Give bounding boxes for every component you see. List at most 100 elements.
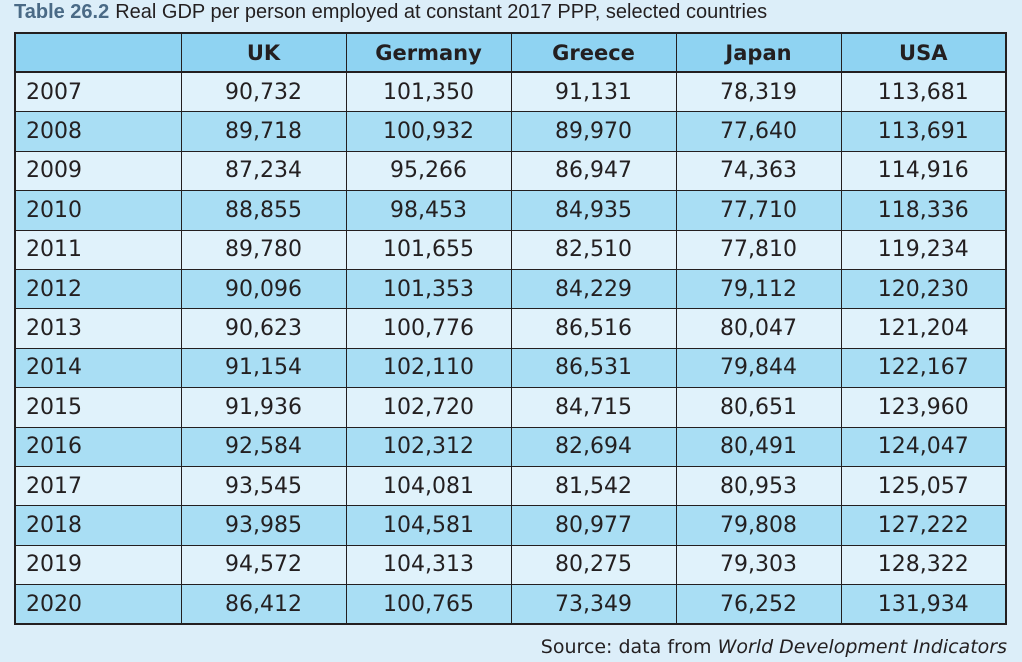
header-cell-year — [14, 33, 182, 73]
year-cell: 2011 — [14, 230, 182, 270]
table-row: 2016 92,584 102,312 82,694 80,491 124,047 — [14, 427, 1007, 467]
value-cell-japan: 79,303 — [675, 545, 842, 586]
value-cell-usa: 123,960 — [840, 387, 1007, 428]
value-cell-uk: 89,718 — [180, 111, 347, 152]
value-cell-japan: 79,844 — [675, 348, 842, 389]
value-cell-germany: 101,353 — [345, 269, 512, 310]
value-cell-uk: 93,545 — [180, 466, 347, 507]
value-cell-usa: 113,681 — [840, 72, 1007, 113]
value-cell-usa: 120,230 — [840, 269, 1007, 310]
table-row: 2011 89,780 101,655 82,510 77,810 119,234 — [14, 230, 1007, 270]
value-cell-greece: 80,275 — [510, 545, 677, 586]
table-row: 2012 90,096 101,353 84,229 79,112 120,230 — [14, 269, 1007, 310]
year-cell: 2019 — [14, 545, 182, 586]
value-cell-uk: 93,985 — [180, 505, 347, 546]
year-cell: 2013 — [14, 308, 182, 349]
value-cell-greece: 86,531 — [510, 348, 677, 389]
year-cell: 2012 — [14, 269, 182, 310]
year-cell: 2010 — [14, 190, 182, 231]
value-cell-greece: 84,715 — [510, 387, 677, 428]
value-cell-germany: 104,081 — [345, 466, 512, 507]
value-cell-usa: 125,057 — [840, 466, 1007, 507]
value-cell-usa: 128,322 — [840, 545, 1007, 586]
year-cell: 2015 — [14, 387, 182, 428]
value-cell-greece: 84,229 — [510, 269, 677, 310]
year-cell: 2020 — [14, 584, 182, 625]
value-cell-germany: 95,266 — [345, 151, 512, 192]
value-cell-usa: 121,204 — [840, 308, 1007, 349]
value-cell-japan: 77,640 — [675, 111, 842, 152]
value-cell-uk: 91,154 — [180, 348, 347, 389]
value-cell-germany: 100,932 — [345, 111, 512, 152]
year-cell: 2017 — [14, 466, 182, 507]
value-cell-germany: 101,350 — [345, 72, 512, 113]
table-row: 2014 91,154 102,110 86,531 79,844 122,167 — [14, 348, 1007, 389]
year-cell: 2014 — [14, 348, 182, 389]
value-cell-uk: 86,412 — [180, 584, 347, 625]
source-name: World Development Indicators — [717, 636, 1007, 658]
header-row: UK Germany Greece Japan USA — [14, 33, 1007, 73]
table-row: 2007 90,732 101,350 91,131 78,319 113,681 — [14, 72, 1007, 113]
value-cell-uk: 89,780 — [180, 230, 347, 270]
value-cell-japan: 80,953 — [675, 466, 842, 507]
value-cell-greece: 81,542 — [510, 466, 677, 507]
value-cell-germany: 100,765 — [345, 584, 512, 625]
value-cell-uk: 90,623 — [180, 308, 347, 349]
source-note: Source: data from World Development Indi… — [541, 634, 1007, 660]
value-cell-usa: 114,916 — [840, 151, 1007, 192]
table-row: 2013 90,623 100,776 86,516 80,047 121,204 — [14, 308, 1007, 349]
value-cell-germany: 100,776 — [345, 308, 512, 349]
value-cell-japan: 80,651 — [675, 387, 842, 428]
value-cell-uk: 91,936 — [180, 387, 347, 428]
value-cell-greece: 84,935 — [510, 190, 677, 231]
value-cell-usa: 119,234 — [840, 230, 1007, 270]
value-cell-japan: 78,319 — [675, 72, 842, 113]
value-cell-germany: 102,312 — [345, 427, 512, 467]
value-cell-uk: 88,855 — [180, 190, 347, 231]
table-row: 2008 89,718 100,932 89,970 77,640 113,691 — [14, 111, 1007, 152]
table-row: 2020 86,412 100,765 73,349 76,252 131,934 — [14, 584, 1007, 625]
header-cell-uk: UK — [180, 33, 347, 73]
source-prefix: Source: data from — [540, 636, 718, 658]
value-cell-usa: 131,934 — [840, 584, 1007, 625]
value-cell-greece: 73,349 — [510, 584, 677, 625]
year-cell: 2018 — [14, 505, 182, 546]
table-row: 2018 93,985 104,581 80,977 79,808 127,222 — [14, 505, 1007, 546]
value-cell-uk: 94,572 — [180, 545, 347, 586]
header-cell-greece: Greece — [510, 33, 677, 73]
value-cell-germany: 101,655 — [345, 230, 512, 270]
value-cell-germany: 102,110 — [345, 348, 512, 389]
header-cell-usa: USA — [840, 33, 1007, 73]
table-title: Real GDP per person employed at constant… — [115, 1, 768, 23]
value-cell-uk: 87,234 — [180, 151, 347, 192]
value-cell-japan: 80,047 — [675, 308, 842, 349]
value-cell-japan: 77,710 — [675, 190, 842, 231]
table-number: Table 26.2 — [14, 1, 110, 23]
value-cell-germany: 104,313 — [345, 545, 512, 586]
year-cell: 2016 — [14, 427, 182, 467]
value-cell-uk: 92,584 — [180, 427, 347, 467]
header-cell-germany: Germany — [345, 33, 512, 73]
value-cell-usa: 113,691 — [840, 111, 1007, 152]
table-caption: Table 26.2 Real GDP per person employed a… — [14, 0, 767, 26]
value-cell-japan: 79,808 — [675, 505, 842, 546]
table-row: 2009 87,234 95,266 86,947 74,363 114,916 — [14, 151, 1007, 192]
table-row: 2015 91,936 102,720 84,715 80,651 123,960 — [14, 387, 1007, 428]
value-cell-greece: 82,694 — [510, 427, 677, 467]
value-cell-greece: 86,947 — [510, 151, 677, 192]
value-cell-japan: 74,363 — [675, 151, 842, 192]
value-cell-greece: 80,977 — [510, 505, 677, 546]
table-body: 2007 90,732 101,350 91,131 78,319 113,681 2008… — [14, 72, 1007, 625]
year-cell: 2008 — [14, 111, 182, 152]
value-cell-usa: 127,222 — [840, 505, 1007, 546]
value-cell-greece: 86,516 — [510, 308, 677, 349]
value-cell-germany: 104,581 — [345, 505, 512, 546]
table-row: 2019 94,572 104,313 80,275 79,303 128,322 — [14, 545, 1007, 586]
value-cell-germany: 102,720 — [345, 387, 512, 428]
value-cell-japan: 77,810 — [675, 230, 842, 270]
value-cell-greece: 82,510 — [510, 230, 677, 270]
gdp-table: UK Germany Greece Japan USA 2007 90,732 10… — [14, 32, 1007, 626]
header-cell-japan: Japan — [675, 33, 842, 73]
value-cell-uk: 90,732 — [180, 72, 347, 113]
value-cell-usa: 122,167 — [840, 348, 1007, 389]
